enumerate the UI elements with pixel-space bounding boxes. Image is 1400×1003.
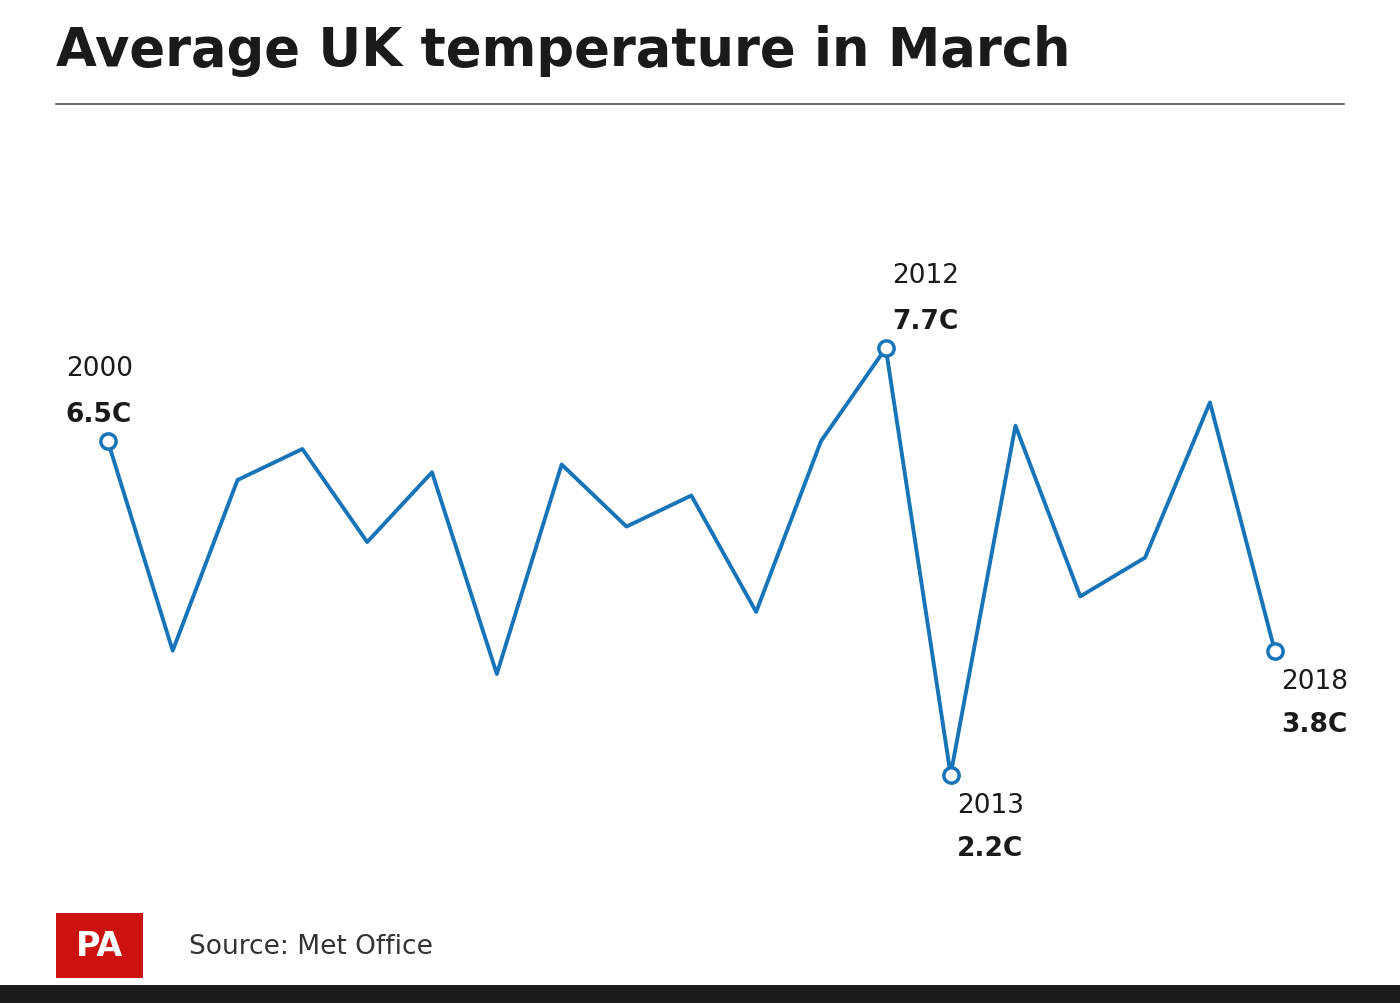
Text: 7.7C: 7.7C <box>892 309 959 335</box>
Text: 2.2C: 2.2C <box>958 835 1023 862</box>
Text: Source: Met Office: Source: Met Office <box>189 933 433 959</box>
Text: 2012: 2012 <box>892 263 959 288</box>
Text: 3.8C: 3.8C <box>1281 711 1347 737</box>
Text: 2018: 2018 <box>1281 668 1348 694</box>
Text: 6.5C: 6.5C <box>66 402 132 428</box>
Text: PA: PA <box>76 929 123 962</box>
Text: 2000: 2000 <box>66 355 133 381</box>
Text: 2013: 2013 <box>958 792 1025 818</box>
Text: Average UK temperature in March: Average UK temperature in March <box>56 25 1071 77</box>
